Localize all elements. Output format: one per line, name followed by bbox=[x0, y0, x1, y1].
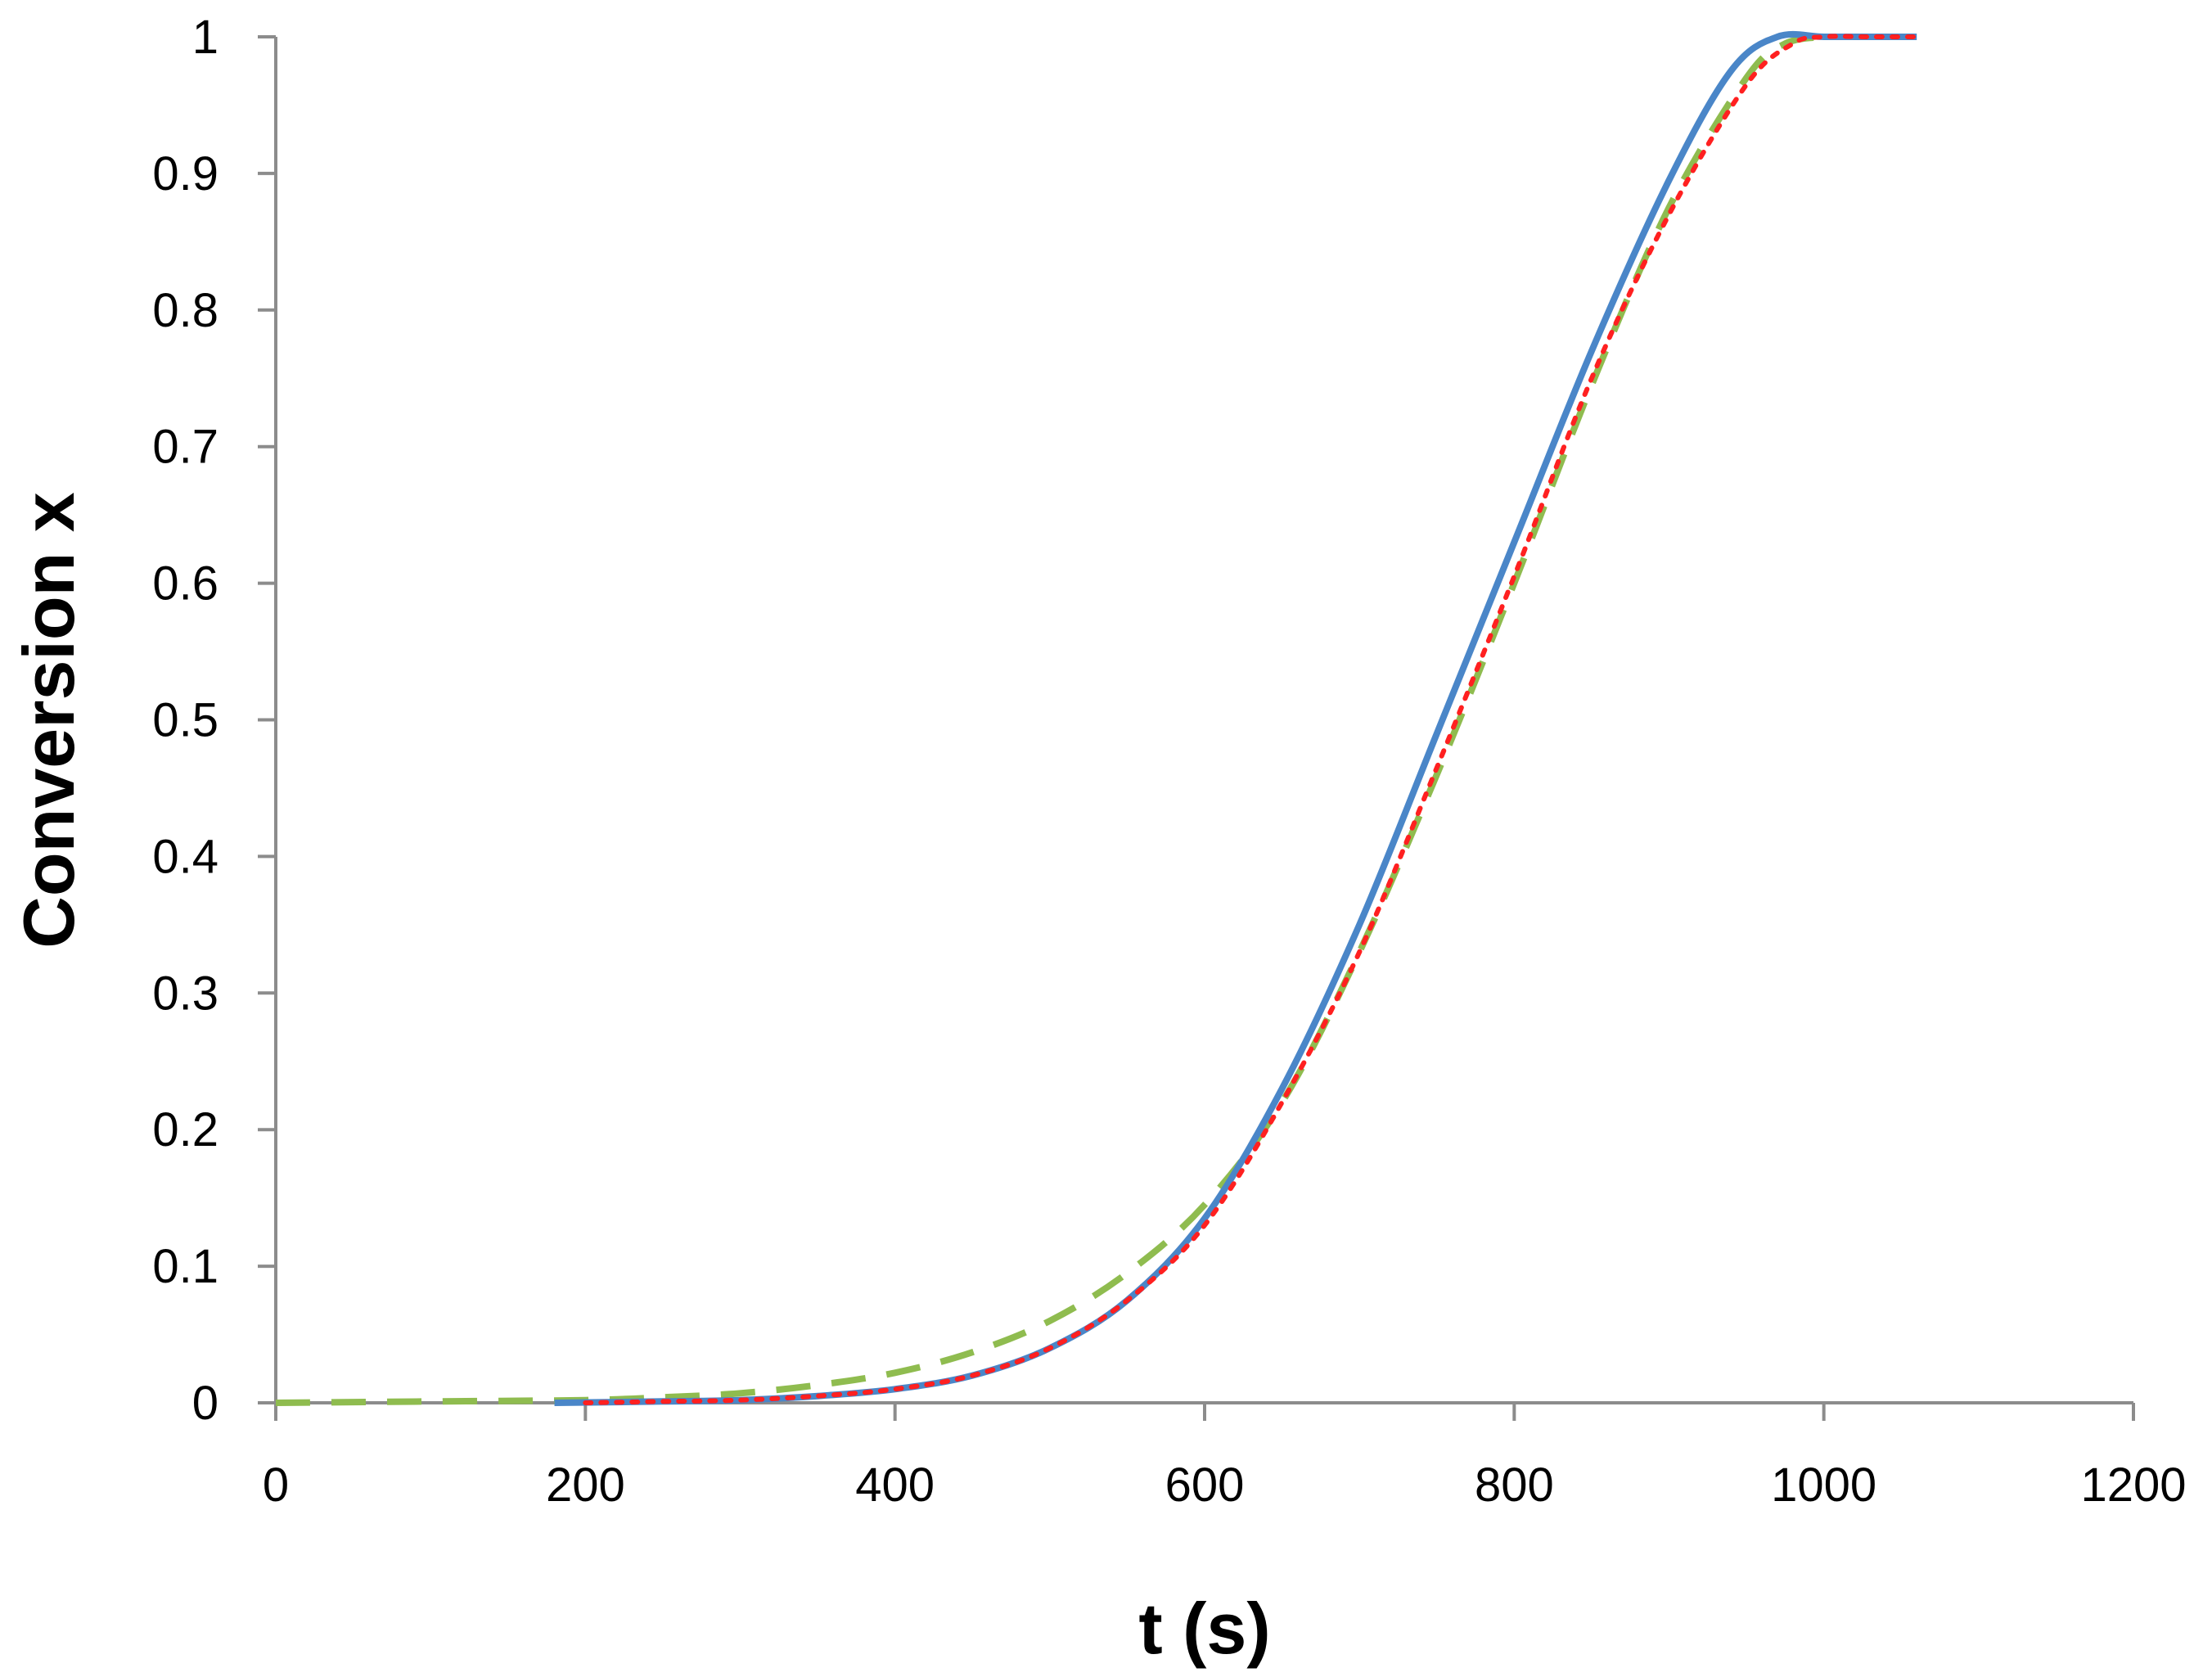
x-tick-label: 0 bbox=[263, 1458, 289, 1512]
y-tick-label: 0.4 bbox=[152, 830, 218, 883]
x-axis-title: t (s) bbox=[1138, 1588, 1270, 1669]
axes bbox=[274, 37, 2133, 1404]
y-tick-label: 0.1 bbox=[152, 1240, 218, 1293]
y-tick-label: 1 bbox=[192, 11, 218, 64]
series-group bbox=[275, 30, 1920, 1406]
x-tick-label: 200 bbox=[546, 1458, 625, 1512]
y-tick-label: 0 bbox=[192, 1377, 218, 1430]
series-line-dotted bbox=[583, 34, 1920, 1405]
y-tick-label: 0.9 bbox=[152, 147, 218, 201]
x-tick-label: 400 bbox=[855, 1458, 935, 1512]
x-tick-label: 800 bbox=[1475, 1458, 1554, 1512]
y-tick-label: 0.6 bbox=[152, 557, 218, 611]
series-line-solid bbox=[554, 30, 1917, 1406]
x-tick-label: 1000 bbox=[1771, 1458, 1876, 1512]
y-tick-label: 0.7 bbox=[152, 421, 218, 474]
x-ticks: 0 200 400 600 800 1000 1200 bbox=[263, 1403, 2187, 1512]
y-ticks: 0 0.1 0.2 0.3 0.4 0.5 0.6 0.7 0.8 0.9 1 bbox=[152, 11, 276, 1430]
y-axis-title: Conversion x bbox=[8, 492, 89, 949]
y-tick-label: 0.5 bbox=[152, 694, 218, 747]
series-line-dashed bbox=[275, 34, 1825, 1406]
y-tick-label: 0.3 bbox=[152, 967, 218, 1020]
y-tick-label: 0.8 bbox=[152, 284, 218, 337]
y-tick-label: 0.2 bbox=[152, 1103, 218, 1156]
x-tick-label: 1200 bbox=[2080, 1458, 2186, 1512]
x-tick-label: 600 bbox=[1165, 1458, 1245, 1512]
